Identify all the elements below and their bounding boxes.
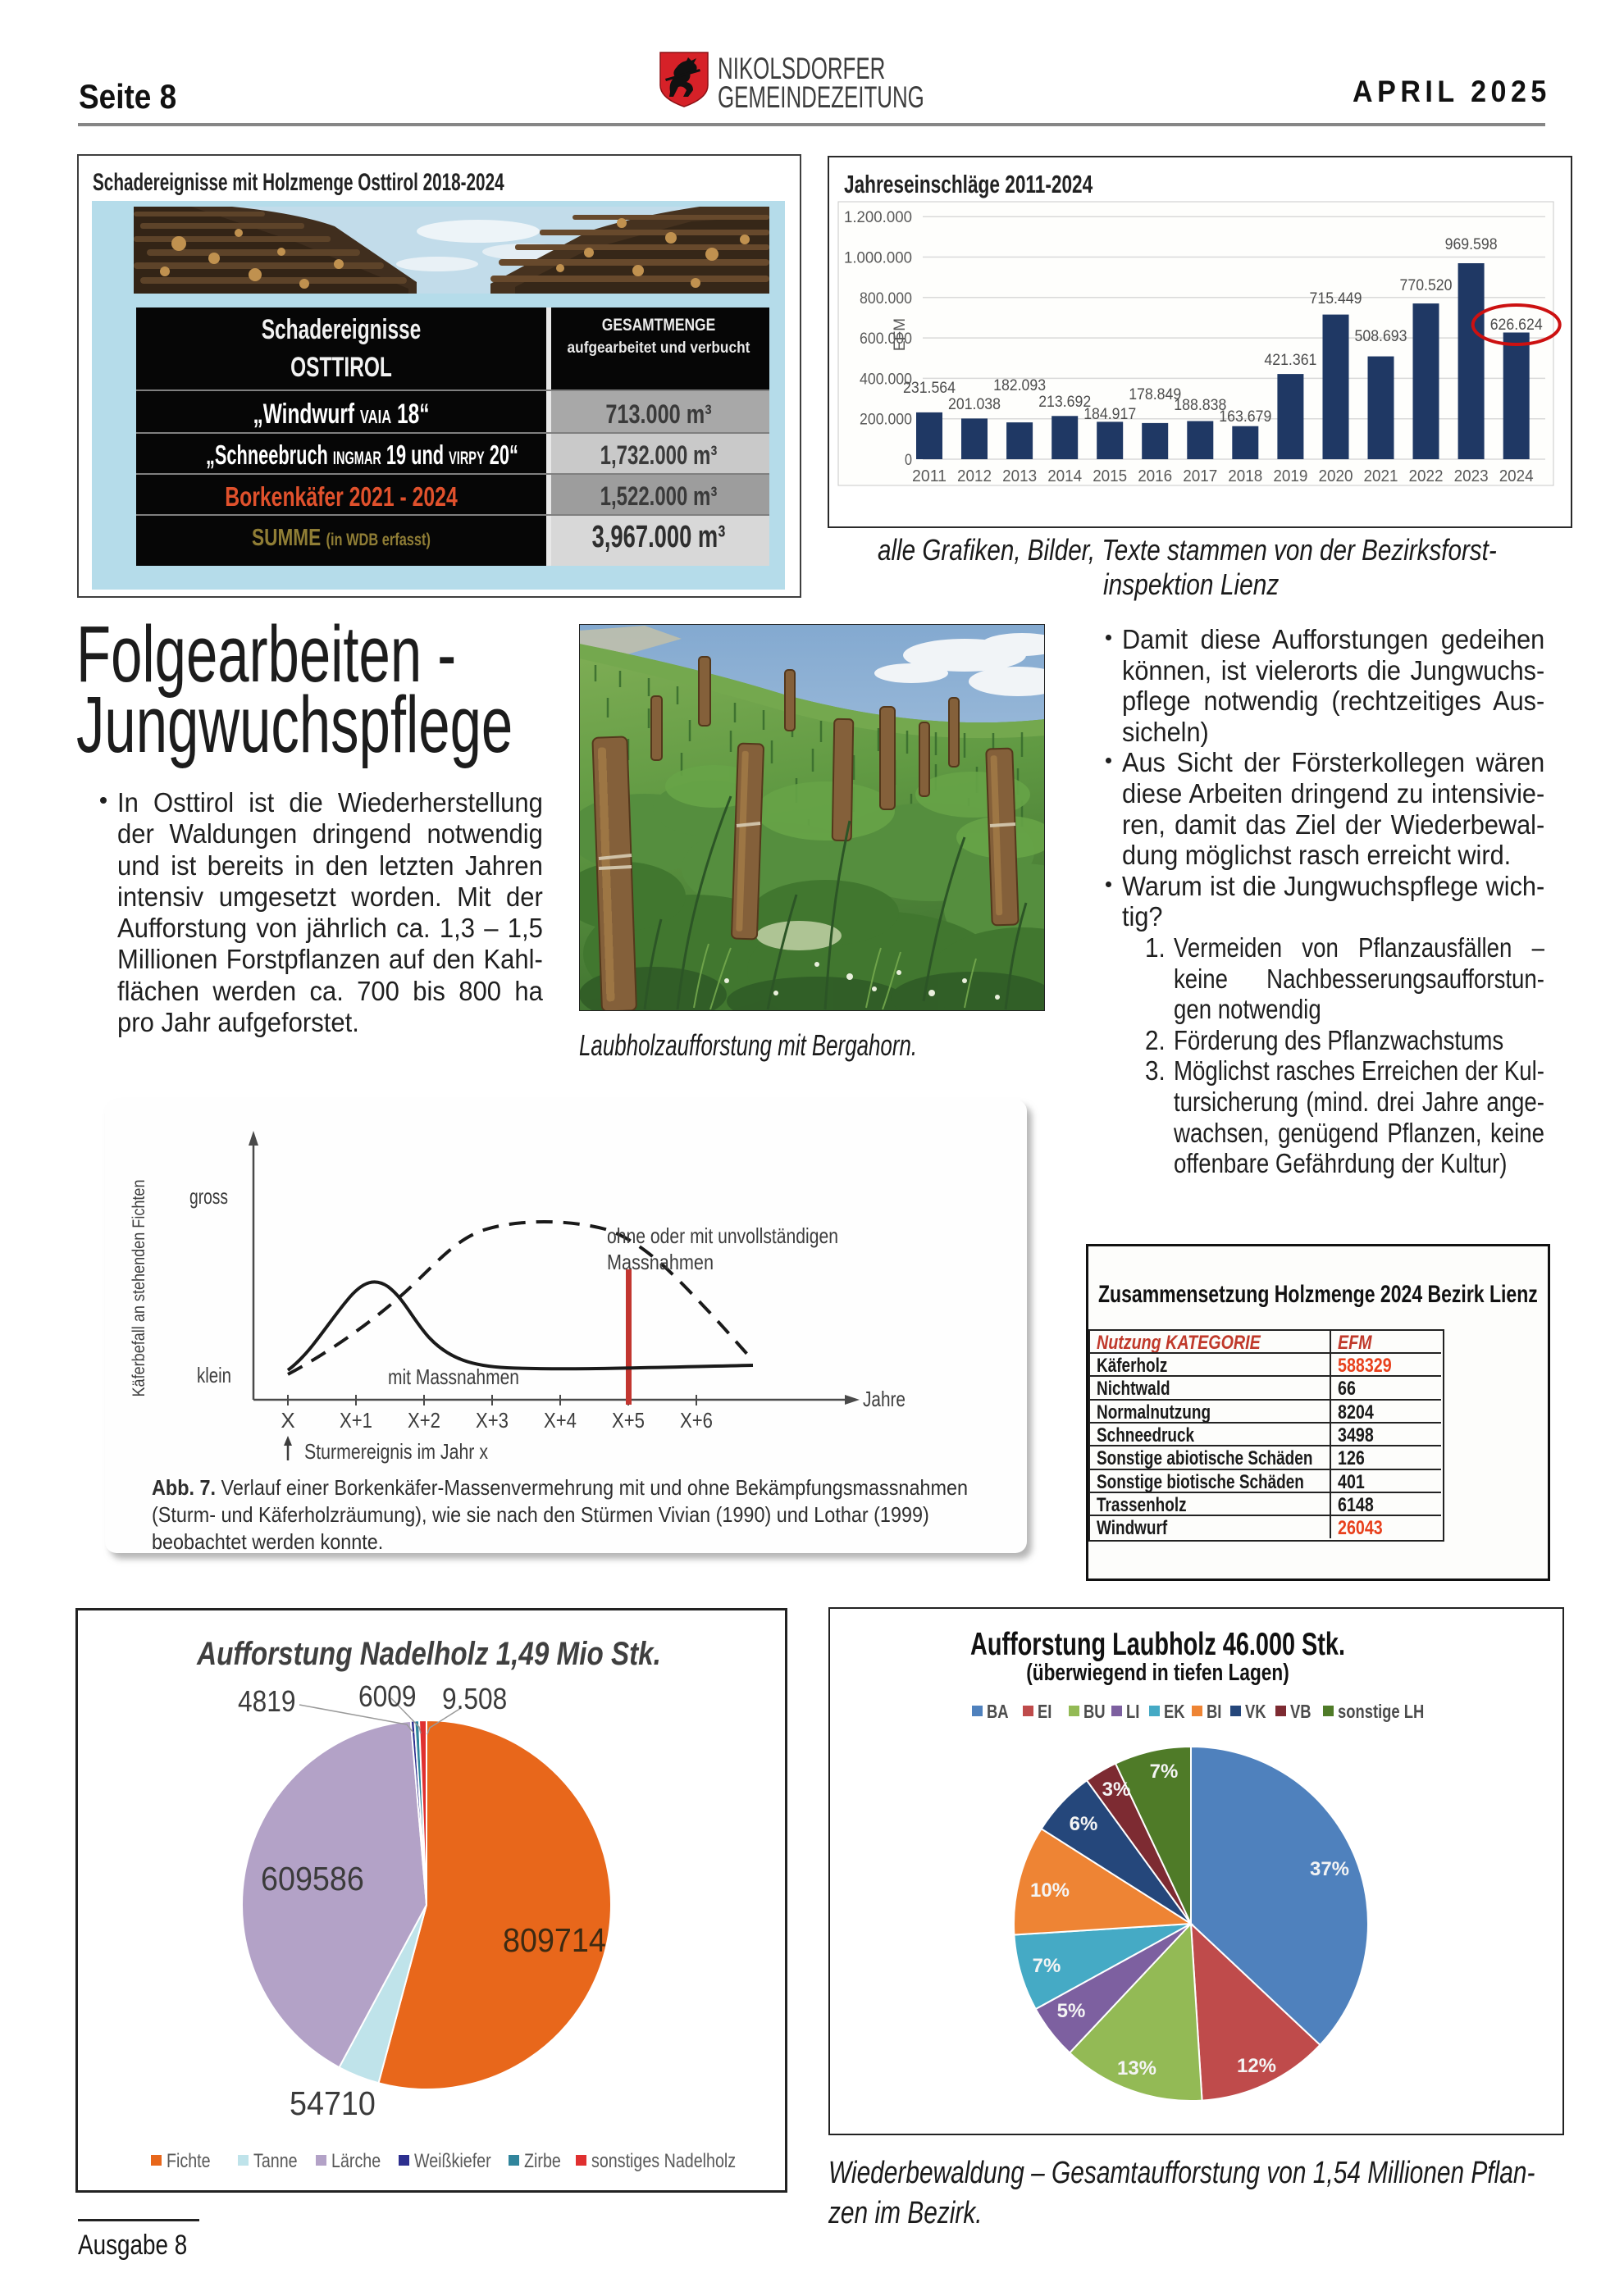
- svg-text:201.038: 201.038: [948, 396, 1001, 413]
- svg-text:ohne oder mit unvollständigen: ohne oder mit unvollständigen: [607, 1223, 838, 1248]
- svg-text:770.520: 770.520: [1400, 277, 1453, 294]
- svg-text:800.000: 800.000: [860, 290, 912, 308]
- svg-text:X+5: X+5: [612, 1408, 645, 1433]
- svg-text:gross: gross: [189, 1184, 228, 1209]
- svg-text:2014: 2014: [1047, 467, 1082, 485]
- svg-text:X+1: X+1: [340, 1408, 372, 1433]
- svg-text:Käferbefall an stehenden Ficht: Käferbefall an stehenden Fichten: [130, 1180, 148, 1397]
- svg-text:2011: 2011: [912, 467, 947, 485]
- svg-text:2012: 2012: [957, 467, 992, 485]
- svg-text:2018: 2018: [1228, 467, 1262, 485]
- svg-text:969.598: 969.598: [1445, 236, 1498, 253]
- svg-text:2020: 2020: [1319, 467, 1353, 485]
- svg-text:0: 0: [905, 452, 912, 469]
- svg-text:178.849: 178.849: [1129, 386, 1181, 403]
- svg-text:2021: 2021: [1364, 467, 1398, 485]
- svg-text:2017: 2017: [1183, 467, 1217, 485]
- svg-text:2024: 2024: [1499, 467, 1534, 485]
- svg-text:X+4: X+4: [544, 1408, 577, 1433]
- svg-text:400.000: 400.000: [860, 371, 912, 388]
- svg-text:X+6: X+6: [680, 1408, 713, 1433]
- svg-text:2013: 2013: [1002, 467, 1037, 485]
- svg-text:EFM: EFM: [892, 318, 909, 351]
- svg-text:182.093: 182.093: [993, 377, 1046, 394]
- svg-text:200.000: 200.000: [860, 412, 912, 429]
- svg-text:715.449: 715.449: [1310, 290, 1362, 308]
- svg-text:klein: klein: [197, 1363, 231, 1387]
- svg-text:Jahre: Jahre: [863, 1387, 906, 1411]
- svg-text:188.838: 188.838: [1174, 397, 1226, 414]
- svg-text:2015: 2015: [1093, 467, 1127, 485]
- svg-text:1.000.000: 1.000.000: [844, 250, 912, 267]
- svg-text:421.361: 421.361: [1264, 352, 1316, 369]
- svg-text:2023: 2023: [1454, 467, 1489, 485]
- svg-text:184.917: 184.917: [1083, 406, 1136, 423]
- svg-text:626.624: 626.624: [1490, 317, 1543, 334]
- svg-text:X: X: [281, 1408, 294, 1433]
- svg-text:2019: 2019: [1273, 467, 1307, 485]
- svg-text:163.679: 163.679: [1219, 408, 1271, 426]
- svg-text:600.000: 600.000: [860, 330, 912, 348]
- svg-text:X+3: X+3: [476, 1408, 509, 1433]
- svg-text:Massnahmen: Massnahmen: [607, 1250, 714, 1274]
- svg-text:Sturmereignis im Jahr x: Sturmereignis im Jahr x: [304, 1439, 488, 1464]
- svg-text:231.564: 231.564: [903, 380, 956, 397]
- svg-text:1.200.000: 1.200.000: [844, 209, 912, 226]
- svg-text:213.692: 213.692: [1038, 394, 1091, 411]
- svg-text:X+2: X+2: [408, 1408, 440, 1433]
- svg-text:2016: 2016: [1138, 467, 1172, 485]
- svg-text:508.693: 508.693: [1355, 328, 1407, 345]
- svg-text:2022: 2022: [1409, 467, 1444, 485]
